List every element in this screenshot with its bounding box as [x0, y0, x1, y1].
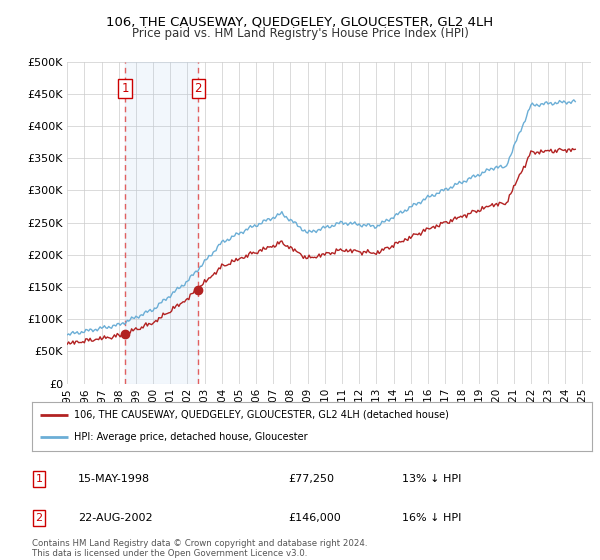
Text: 2: 2	[194, 82, 202, 95]
Text: Contains HM Land Registry data © Crown copyright and database right 2024.: Contains HM Land Registry data © Crown c…	[32, 539, 367, 548]
Text: 22-AUG-2002: 22-AUG-2002	[78, 513, 152, 523]
Text: £77,250: £77,250	[288, 474, 334, 484]
Text: 1: 1	[35, 474, 43, 484]
Text: 15-MAY-1998: 15-MAY-1998	[78, 474, 150, 484]
Text: HPI: Average price, detached house, Gloucester: HPI: Average price, detached house, Glou…	[74, 432, 307, 442]
Text: 106, THE CAUSEWAY, QUEDGELEY, GLOUCESTER, GL2 4LH: 106, THE CAUSEWAY, QUEDGELEY, GLOUCESTER…	[106, 16, 494, 29]
Text: 106, THE CAUSEWAY, QUEDGELEY, GLOUCESTER, GL2 4LH (detached house): 106, THE CAUSEWAY, QUEDGELEY, GLOUCESTER…	[74, 410, 449, 420]
Text: £146,000: £146,000	[288, 513, 341, 523]
Text: 1: 1	[121, 82, 129, 95]
Text: 2: 2	[35, 513, 43, 523]
Text: 16% ↓ HPI: 16% ↓ HPI	[402, 513, 461, 523]
Text: 13% ↓ HPI: 13% ↓ HPI	[402, 474, 461, 484]
Text: This data is licensed under the Open Government Licence v3.0.: This data is licensed under the Open Gov…	[32, 549, 307, 558]
Bar	[125, 62, 198, 384]
Text: Price paid vs. HM Land Registry's House Price Index (HPI): Price paid vs. HM Land Registry's House …	[131, 27, 469, 40]
